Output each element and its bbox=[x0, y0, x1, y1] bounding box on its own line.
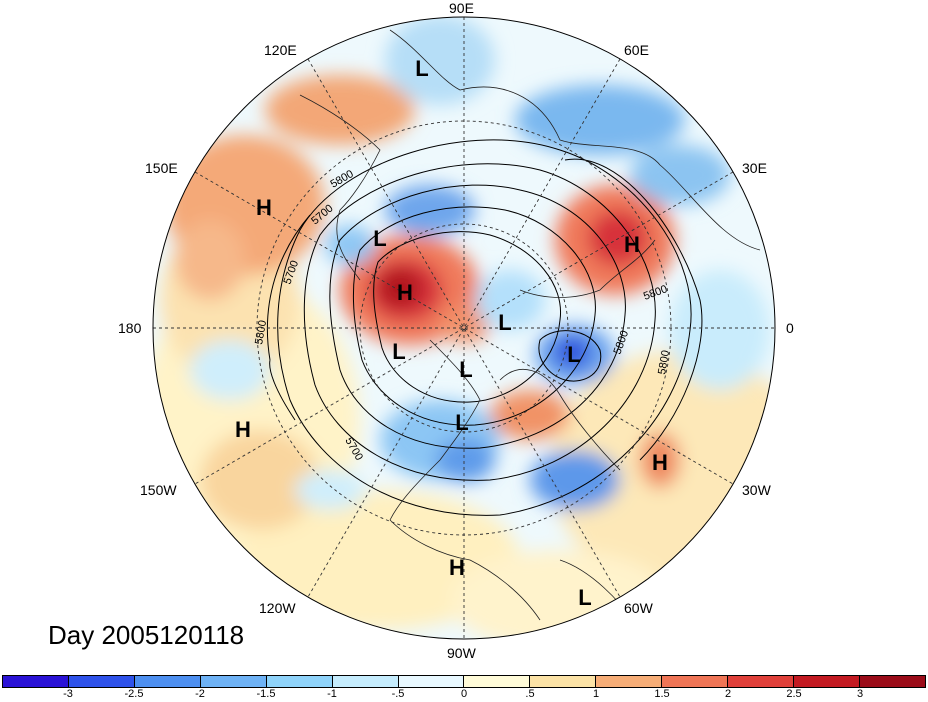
colorbar-tick-label: -1.5 bbox=[256, 688, 276, 700]
colorbar-segment bbox=[200, 676, 267, 687]
high-center-label: H bbox=[652, 450, 668, 475]
date-label: Day 2005120118 bbox=[48, 620, 245, 650]
graticule bbox=[153, 17, 775, 639]
pressure-centers: L H L H H L L L L L H H H L bbox=[235, 56, 668, 610]
colorbar-segment bbox=[3, 676, 69, 687]
lon-label-30w: 30W bbox=[742, 482, 771, 498]
lon-label-90w: 90W bbox=[447, 645, 476, 661]
colorbar-segment bbox=[332, 676, 399, 687]
low-center-label: L bbox=[498, 310, 511, 335]
lon-label-60e: 60E bbox=[624, 42, 649, 58]
colorbar-tick-label: -2.5 bbox=[124, 688, 144, 700]
map-boundary bbox=[152, 16, 776, 640]
anomaly-field bbox=[153, 17, 775, 639]
low-center-label: L bbox=[455, 410, 468, 435]
colorbar-segment bbox=[662, 676, 729, 687]
high-center-label: H bbox=[449, 555, 465, 580]
colorbar-tick-label: 1 bbox=[592, 688, 600, 700]
colorbar-tick-label: -3 bbox=[63, 688, 73, 700]
colorbar-tick-label: 1.5 bbox=[654, 688, 670, 700]
colorbar-tick-label: 2.5 bbox=[786, 688, 802, 700]
colorbar-segment bbox=[398, 676, 465, 687]
low-center-label: L bbox=[415, 56, 428, 81]
lon-label-150e: 150E bbox=[145, 160, 178, 176]
lon-label-180: 180 bbox=[118, 320, 142, 336]
high-center-label: H bbox=[235, 417, 251, 442]
colorbar-tick-label: .5 bbox=[525, 688, 535, 700]
colorbar-segment bbox=[68, 676, 135, 687]
colorbar-segment bbox=[728, 676, 795, 687]
lon-label-120w: 120W bbox=[259, 600, 296, 616]
colorbar-tick-label: -2 bbox=[195, 688, 205, 700]
colorbar-segment bbox=[596, 676, 663, 687]
colorbar-segment bbox=[134, 676, 201, 687]
lon-label-0: 0 bbox=[786, 320, 794, 336]
height-contours bbox=[266, 139, 703, 516]
colorbar-tick-label: 0 bbox=[460, 688, 468, 700]
colorbar-tick-label: -.5 bbox=[391, 688, 405, 700]
contour-label: 5800 bbox=[253, 319, 269, 345]
lon-label-150w: 150W bbox=[140, 482, 177, 498]
lon-label-30e: 30E bbox=[742, 160, 767, 176]
colorbar-segment bbox=[464, 676, 531, 687]
colorbar-segment bbox=[266, 676, 333, 687]
colorbar-tick-label: 3 bbox=[856, 688, 864, 700]
low-center-label: L bbox=[567, 342, 580, 367]
low-center-label: L bbox=[392, 339, 405, 364]
coastlines bbox=[299, 29, 761, 631]
high-center-label: H bbox=[397, 280, 413, 305]
colorbar-tick-label: 2 bbox=[724, 688, 732, 700]
lon-label-120e: 120E bbox=[264, 42, 297, 58]
colorbar-segment bbox=[794, 676, 860, 687]
high-center-label: H bbox=[624, 232, 640, 257]
low-center-label: L bbox=[373, 226, 386, 251]
lon-label-60w: 60W bbox=[624, 600, 653, 616]
colorbar-segment bbox=[859, 676, 925, 687]
low-center-label: L bbox=[459, 357, 472, 382]
colorbar bbox=[2, 675, 926, 688]
colorbar-tick-label: -1 bbox=[327, 688, 337, 700]
lon-label-90e: 90E bbox=[449, 0, 474, 16]
colorbar-segment bbox=[530, 676, 597, 687]
low-center-label: L bbox=[578, 585, 591, 610]
high-center-label: H bbox=[256, 195, 272, 220]
contour-label: 5800 bbox=[656, 349, 672, 375]
